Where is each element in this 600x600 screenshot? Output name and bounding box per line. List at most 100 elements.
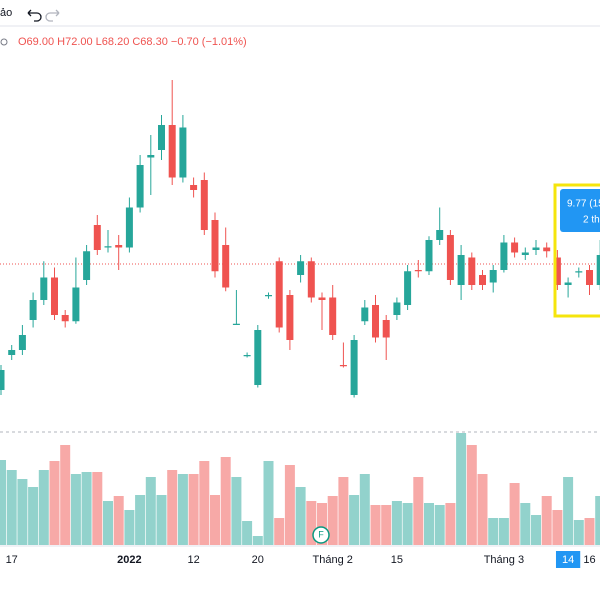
volume-bar <box>445 503 456 545</box>
volume-bar <box>28 487 39 545</box>
volume-bar <box>359 474 370 545</box>
x-tick-label: 2022 <box>117 554 141 566</box>
volume-bar <box>188 474 199 545</box>
volume-bar <box>210 495 220 545</box>
volume-bar <box>306 501 317 545</box>
volume-bar <box>231 477 242 545</box>
volume-bar <box>49 461 60 545</box>
candle-body <box>104 246 112 248</box>
candle-body <box>158 125 165 150</box>
redo-button[interactable] <box>45 9 60 22</box>
volume-bar <box>541 496 552 545</box>
volume-bar <box>595 496 600 545</box>
candle-body <box>18 335 26 350</box>
candle-body <box>339 365 347 367</box>
tooltip <box>560 189 600 232</box>
candle-body <box>553 257 561 285</box>
event-marker[interactable] <box>312 526 330 544</box>
volume-bar <box>563 477 574 545</box>
volume-bar <box>584 518 595 545</box>
candle-body <box>404 271 412 305</box>
candle-body <box>329 297 337 335</box>
volume-bar <box>274 518 285 545</box>
volume-bar <box>252 536 263 545</box>
candle-body <box>265 295 272 297</box>
volume-bar <box>17 479 28 545</box>
volume-bar <box>113 496 124 545</box>
candle-body <box>532 247 540 250</box>
volume-bar <box>177 474 188 545</box>
candle-body <box>564 282 572 285</box>
volume-bar <box>573 520 584 545</box>
volume-bar <box>103 501 113 545</box>
volume-bar <box>156 495 167 545</box>
candle-body <box>72 287 80 322</box>
candle-body <box>243 355 251 357</box>
toolbar-label: ảo <box>0 7 12 19</box>
legend-icon <box>0 38 8 46</box>
candle-body <box>446 235 454 280</box>
candle-body <box>457 255 465 285</box>
volume-bar <box>381 505 392 545</box>
volume-bar <box>6 470 17 545</box>
x-tick-label: 16 <box>583 554 595 566</box>
volume-bar <box>220 457 231 545</box>
volume-bar <box>488 518 499 545</box>
volume-bar <box>145 477 156 545</box>
volume-bar <box>509 483 520 545</box>
volume-bar <box>0 460 6 545</box>
volume-bar <box>424 503 434 545</box>
candle-body <box>136 165 144 208</box>
volume-bar <box>81 472 92 545</box>
candle-body <box>200 180 208 230</box>
ohlc-legend: O69.00 H72.00 L68.20 C68.30 −0.70 (−1.01… <box>18 36 247 48</box>
volume-bar <box>477 474 488 545</box>
candle-body <box>8 350 16 355</box>
candle-body <box>179 127 187 178</box>
candle-body <box>307 261 315 298</box>
x-tick-label: 15 <box>391 554 403 566</box>
candle-body <box>40 277 48 300</box>
volume-pane <box>0 433 600 545</box>
candle-body <box>521 252 529 255</box>
toolbar <box>0 0 600 26</box>
x-tick-label: Tháng 3 <box>484 554 524 566</box>
axis-background <box>0 547 600 600</box>
x-tick-label: 14 <box>562 554 574 566</box>
candle-body <box>586 270 593 285</box>
candle-body <box>350 340 358 395</box>
volume-bar <box>466 445 477 545</box>
time-axis: 17 2022 12 20 Tháng 2 15 Tháng 3 14 16 <box>0 547 600 600</box>
x-tick-label: 20 <box>252 554 264 566</box>
volume-bar <box>370 505 381 545</box>
candle-body <box>372 305 379 338</box>
volume-bar <box>552 510 563 545</box>
volume-bar <box>338 477 349 545</box>
volume-bar <box>456 433 467 545</box>
candle-body <box>500 242 508 270</box>
volume-bar <box>402 503 413 545</box>
candle-body <box>425 240 433 272</box>
candle-body <box>318 297 326 300</box>
volume-bar <box>520 503 531 545</box>
candle-body <box>436 230 444 240</box>
candle-body <box>232 323 240 325</box>
volume-bar <box>498 518 509 545</box>
candle-body <box>596 255 600 285</box>
candle-body <box>168 125 176 178</box>
undo-button[interactable] <box>27 9 42 22</box>
candle-body <box>93 225 101 250</box>
candle-body <box>414 270 422 272</box>
event-marker-label: F <box>318 529 324 539</box>
volume-bar <box>391 501 402 545</box>
volume-bar <box>242 521 253 545</box>
candle-body <box>286 295 294 340</box>
tooltip-line: 9.77 (15 <box>567 199 600 210</box>
candle-body <box>393 302 401 315</box>
candle-body <box>468 257 476 285</box>
candle-body <box>297 261 305 275</box>
volume-bar <box>38 470 49 545</box>
tooltip-line: 2 th <box>583 215 600 226</box>
